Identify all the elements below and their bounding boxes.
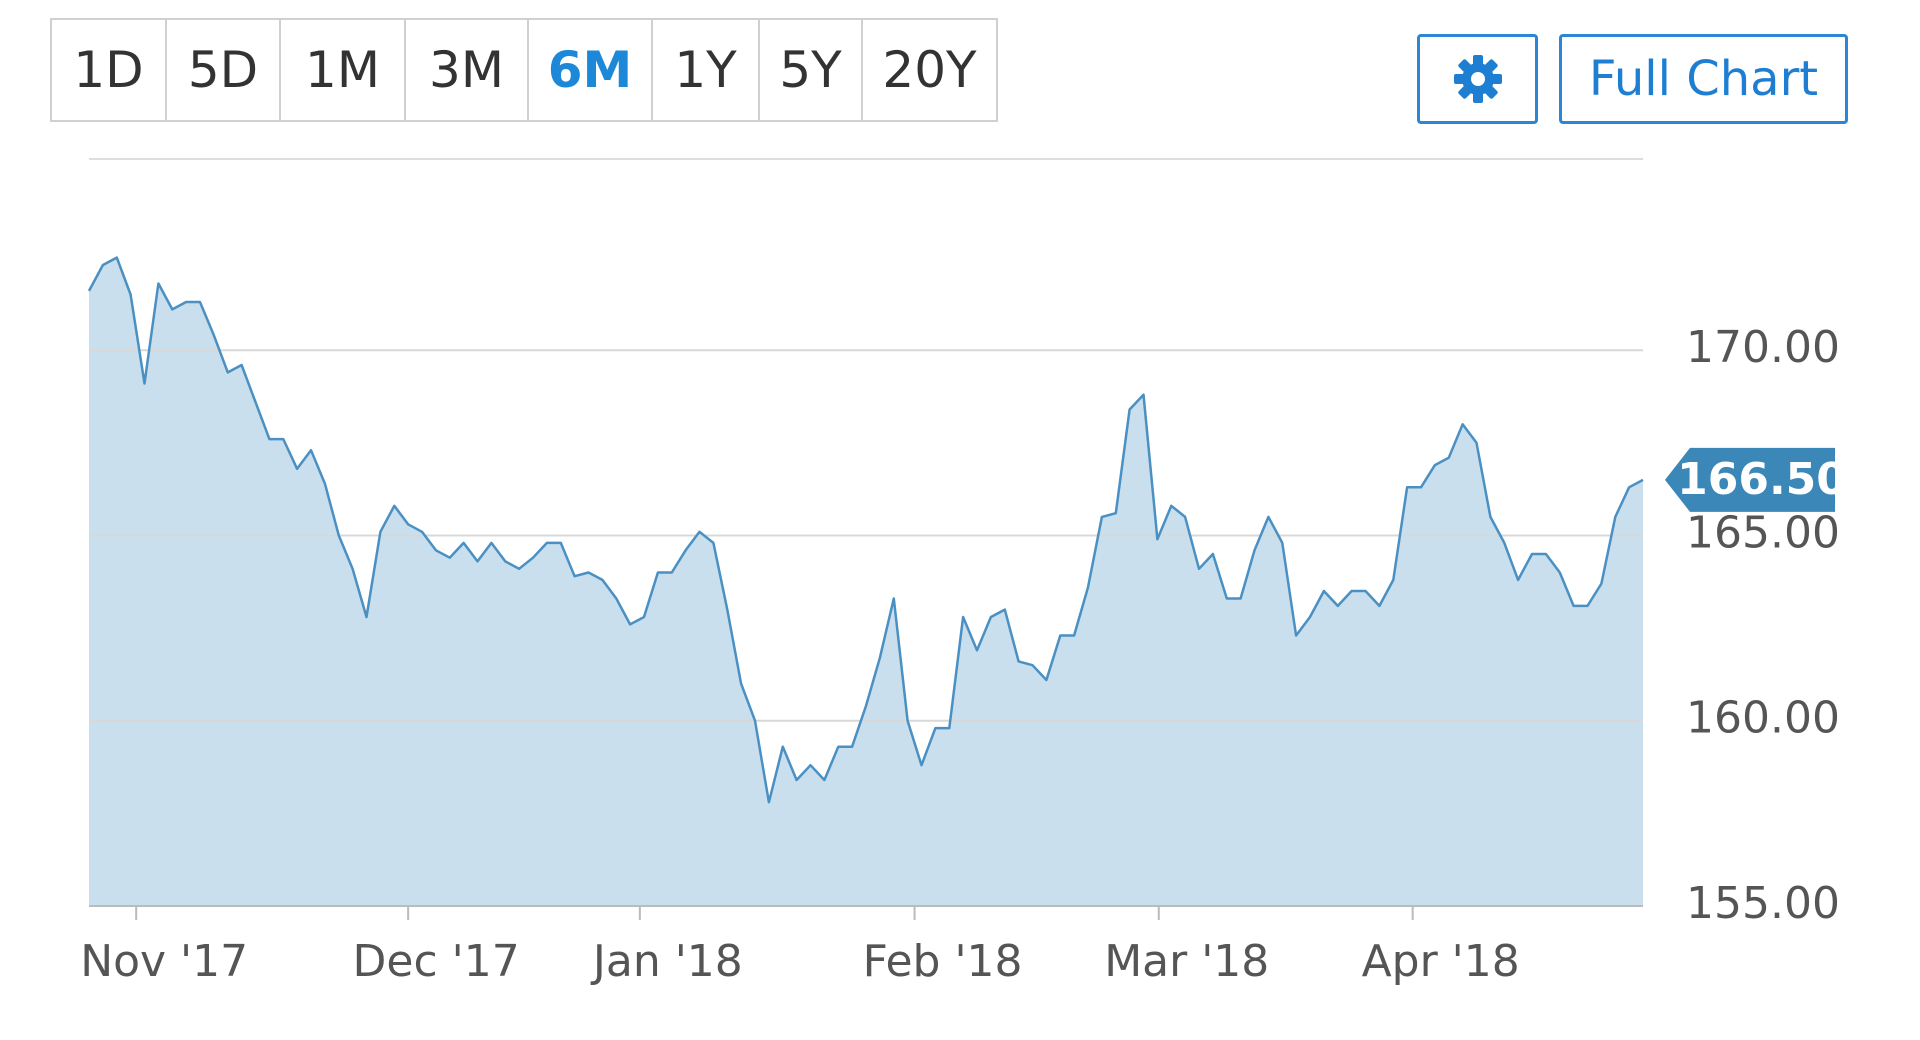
range-button[interactable]: 1M (279, 18, 404, 122)
settings-button[interactable] (1417, 34, 1538, 124)
full-chart-button[interactable]: Full Chart (1559, 34, 1848, 124)
range-button[interactable]: 20Y (861, 18, 998, 122)
x-tick-label: Nov '17 (80, 936, 248, 987)
y-tick-label: 160.00 (1686, 693, 1840, 744)
x-tick-label: Dec '17 (353, 936, 520, 987)
gear-icon (1453, 55, 1502, 103)
x-tick-label: Apr '18 (1362, 936, 1520, 987)
range-button[interactable]: 1Y (651, 18, 758, 122)
y-tick-label: 170.00 (1686, 322, 1840, 373)
x-tick-label: Feb '18 (863, 936, 1023, 987)
y-tick-label: 155.00 (1686, 878, 1840, 929)
range-button[interactable]: 1D (50, 18, 165, 122)
range-button[interactable]: 5D (165, 18, 279, 122)
last-price-tag (1665, 447, 1835, 512)
x-tick-label: Mar '18 (1104, 936, 1269, 987)
y-tick-label: 165.00 (1686, 507, 1840, 558)
range-button[interactable]: 6M (527, 18, 651, 122)
x-tick-label: Jan '18 (590, 936, 743, 987)
last-price-label: 166.50 (1677, 454, 1847, 505)
range-button[interactable]: 3M (404, 18, 527, 122)
area-fill (89, 257, 1643, 907)
range-button[interactable]: 5Y (758, 18, 861, 122)
price-line (87, 256, 1644, 804)
